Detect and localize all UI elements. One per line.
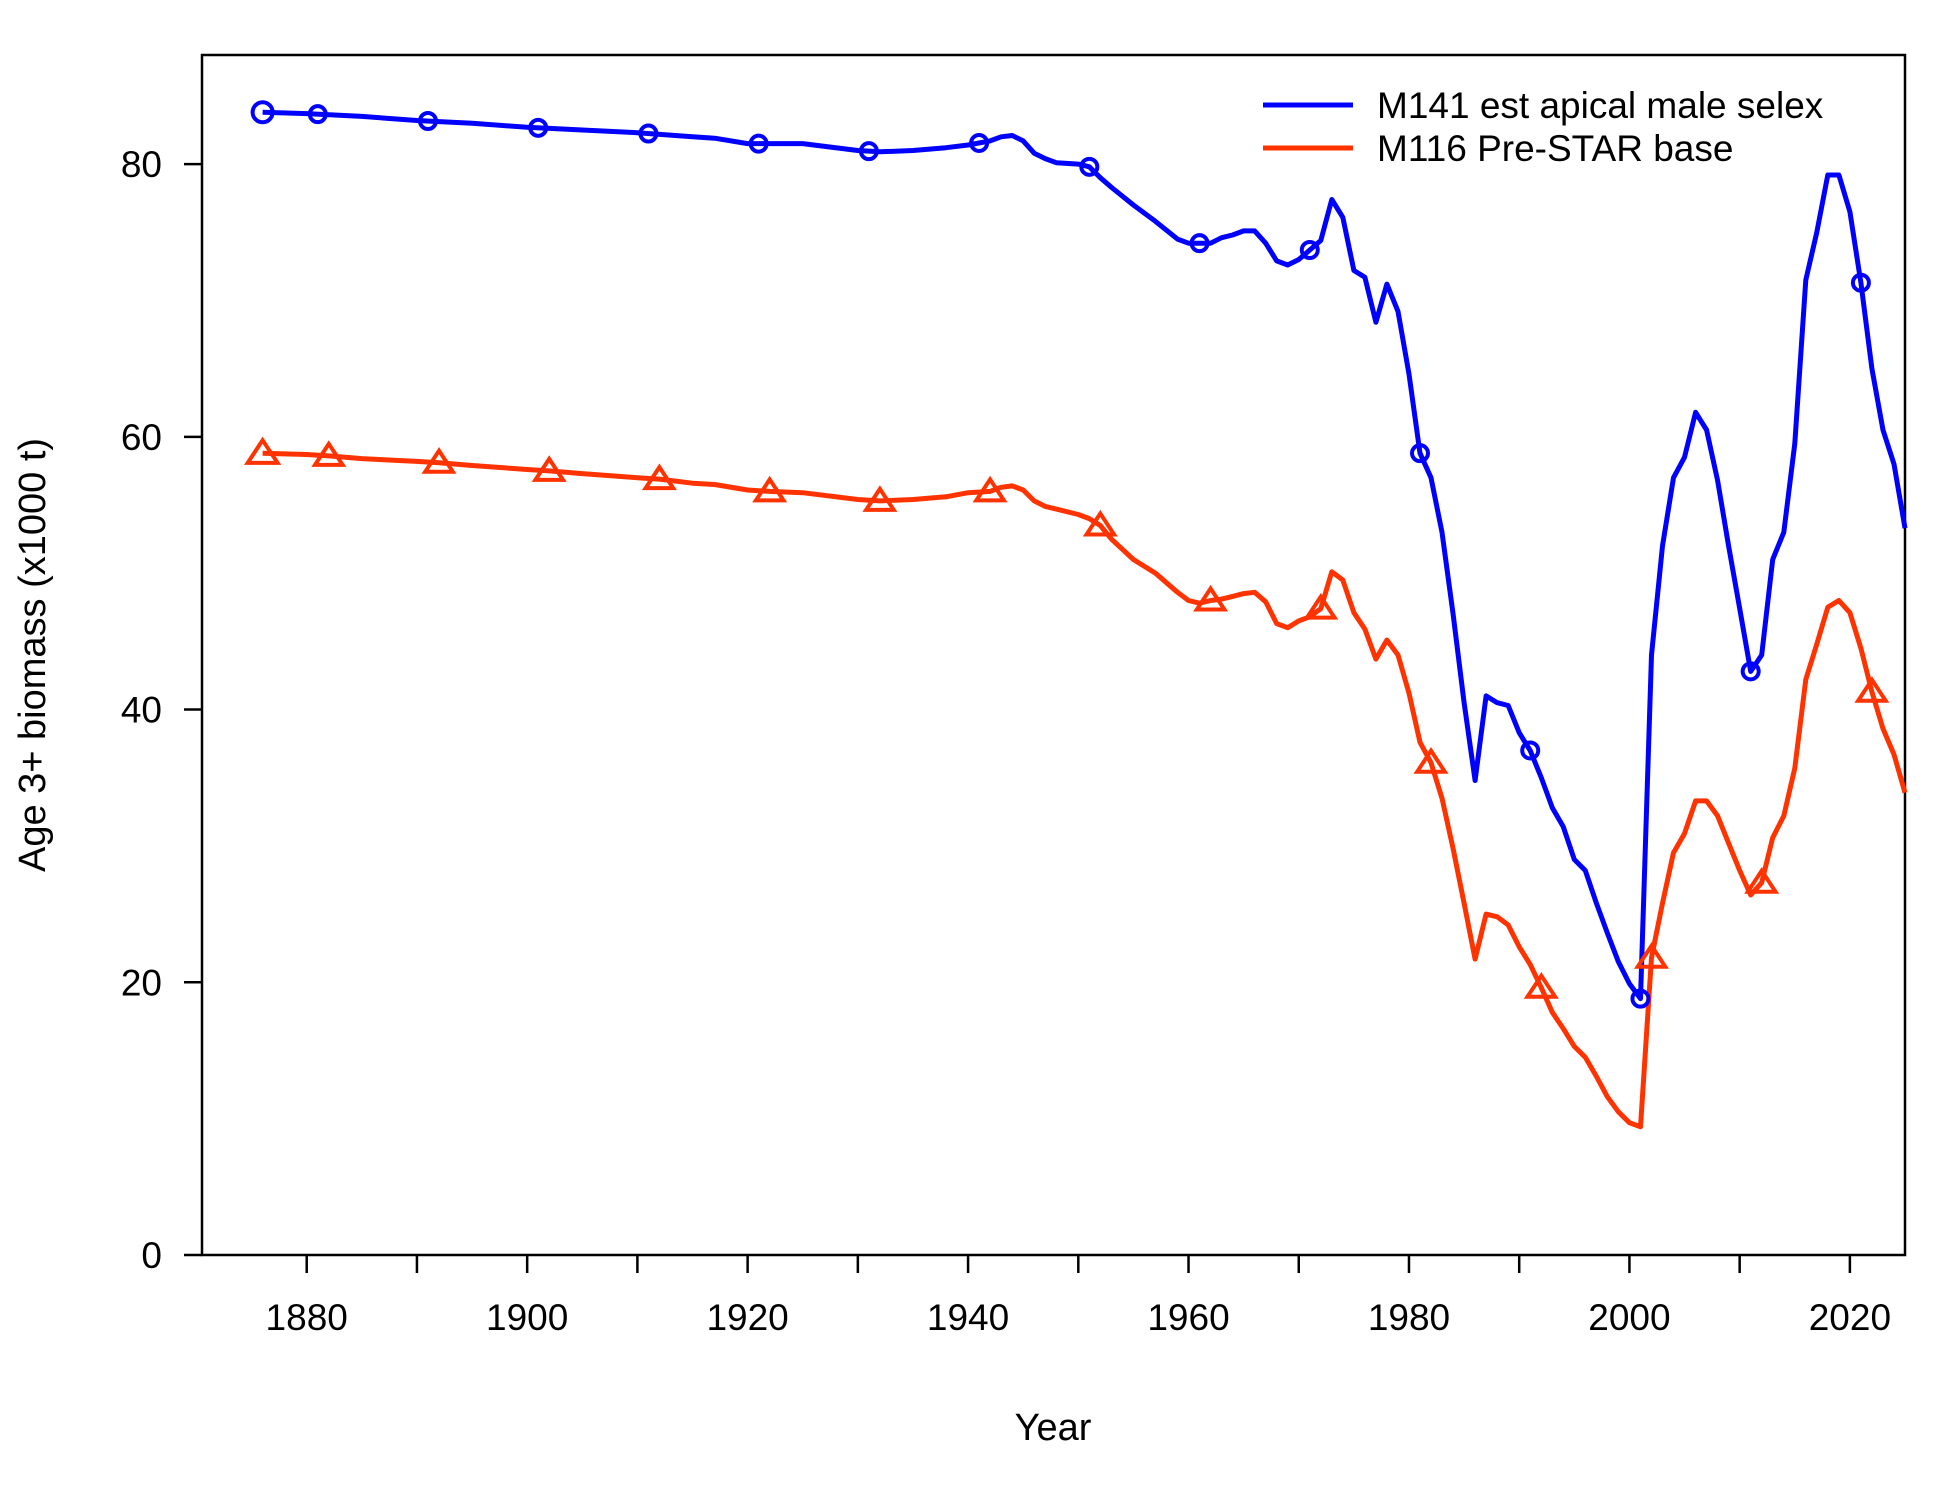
- y-tick-label: 0: [141, 1235, 162, 1276]
- series-marker: [1630, 988, 1651, 1009]
- y-tick-label: 60: [121, 417, 162, 458]
- series-marker: [1193, 584, 1229, 612]
- series-marker: [1189, 233, 1210, 254]
- series-marker: [1299, 240, 1320, 260]
- series-marker: [531, 455, 567, 482]
- series-marker: [1740, 661, 1761, 682]
- series-marker: [641, 463, 677, 491]
- series-marker: [1410, 443, 1431, 464]
- plot-frame: [200, 53, 1907, 1257]
- x-tick-label: 1900: [486, 1297, 568, 1338]
- series-marker: [969, 132, 990, 153]
- series-marker: [417, 111, 438, 131]
- series-marker: [748, 133, 769, 154]
- x-tick-label: 1880: [266, 1297, 348, 1338]
- x-tick-label: 2020: [1809, 1297, 1891, 1338]
- x-tick-label: 2000: [1588, 1297, 1670, 1338]
- series-marker: [1413, 747, 1449, 774]
- series-line: [262, 109, 1908, 1002]
- series-marker: [1633, 942, 1670, 969]
- x-tick-label: 1920: [706, 1297, 788, 1338]
- x-axis-title: Year: [1015, 1407, 1092, 1449]
- series-marker: [638, 123, 659, 144]
- series-layer: [243, 100, 1908, 1130]
- x-tick-label: 1940: [927, 1297, 1009, 1338]
- series-marker: [1079, 156, 1100, 177]
- series-marker: [528, 117, 549, 138]
- x-tick-label: 1960: [1147, 1297, 1229, 1338]
- series-marker: [1744, 867, 1780, 894]
- legend-label: M116 Pre-STAR base: [1377, 128, 1733, 169]
- y-axis: 0 20 40 60 80: [121, 144, 202, 1276]
- series-marker: [243, 436, 282, 465]
- series-marker: [1523, 972, 1559, 999]
- series-marker: [421, 447, 457, 474]
- series-marker: [752, 475, 788, 503]
- series-line: [262, 450, 1908, 1130]
- x-axis: 1880 1900 1920 1940 1960 1980 2000 2020: [266, 1255, 1891, 1338]
- series-marker: [972, 475, 1008, 503]
- series-marker: [1854, 676, 1890, 703]
- y-axis-title: Age 3+ biomass (x1000 t): [12, 438, 54, 872]
- y-tick-label: 40: [121, 690, 162, 731]
- series-marker: [307, 104, 328, 125]
- y-tick-label: 80: [121, 144, 162, 185]
- x-tick-label: 1980: [1368, 1297, 1450, 1338]
- series-marker: [1303, 592, 1339, 620]
- series-marker: [1850, 272, 1871, 293]
- series-marker: [1082, 509, 1118, 537]
- series-marker: [311, 440, 347, 467]
- y-tick-label: 20: [121, 962, 162, 1003]
- legend-label: M141 est apical male selex: [1377, 85, 1824, 126]
- series-marker: [250, 100, 275, 125]
- series-marker: [862, 485, 898, 512]
- series-marker: [1520, 740, 1541, 761]
- series-marker: [858, 141, 879, 162]
